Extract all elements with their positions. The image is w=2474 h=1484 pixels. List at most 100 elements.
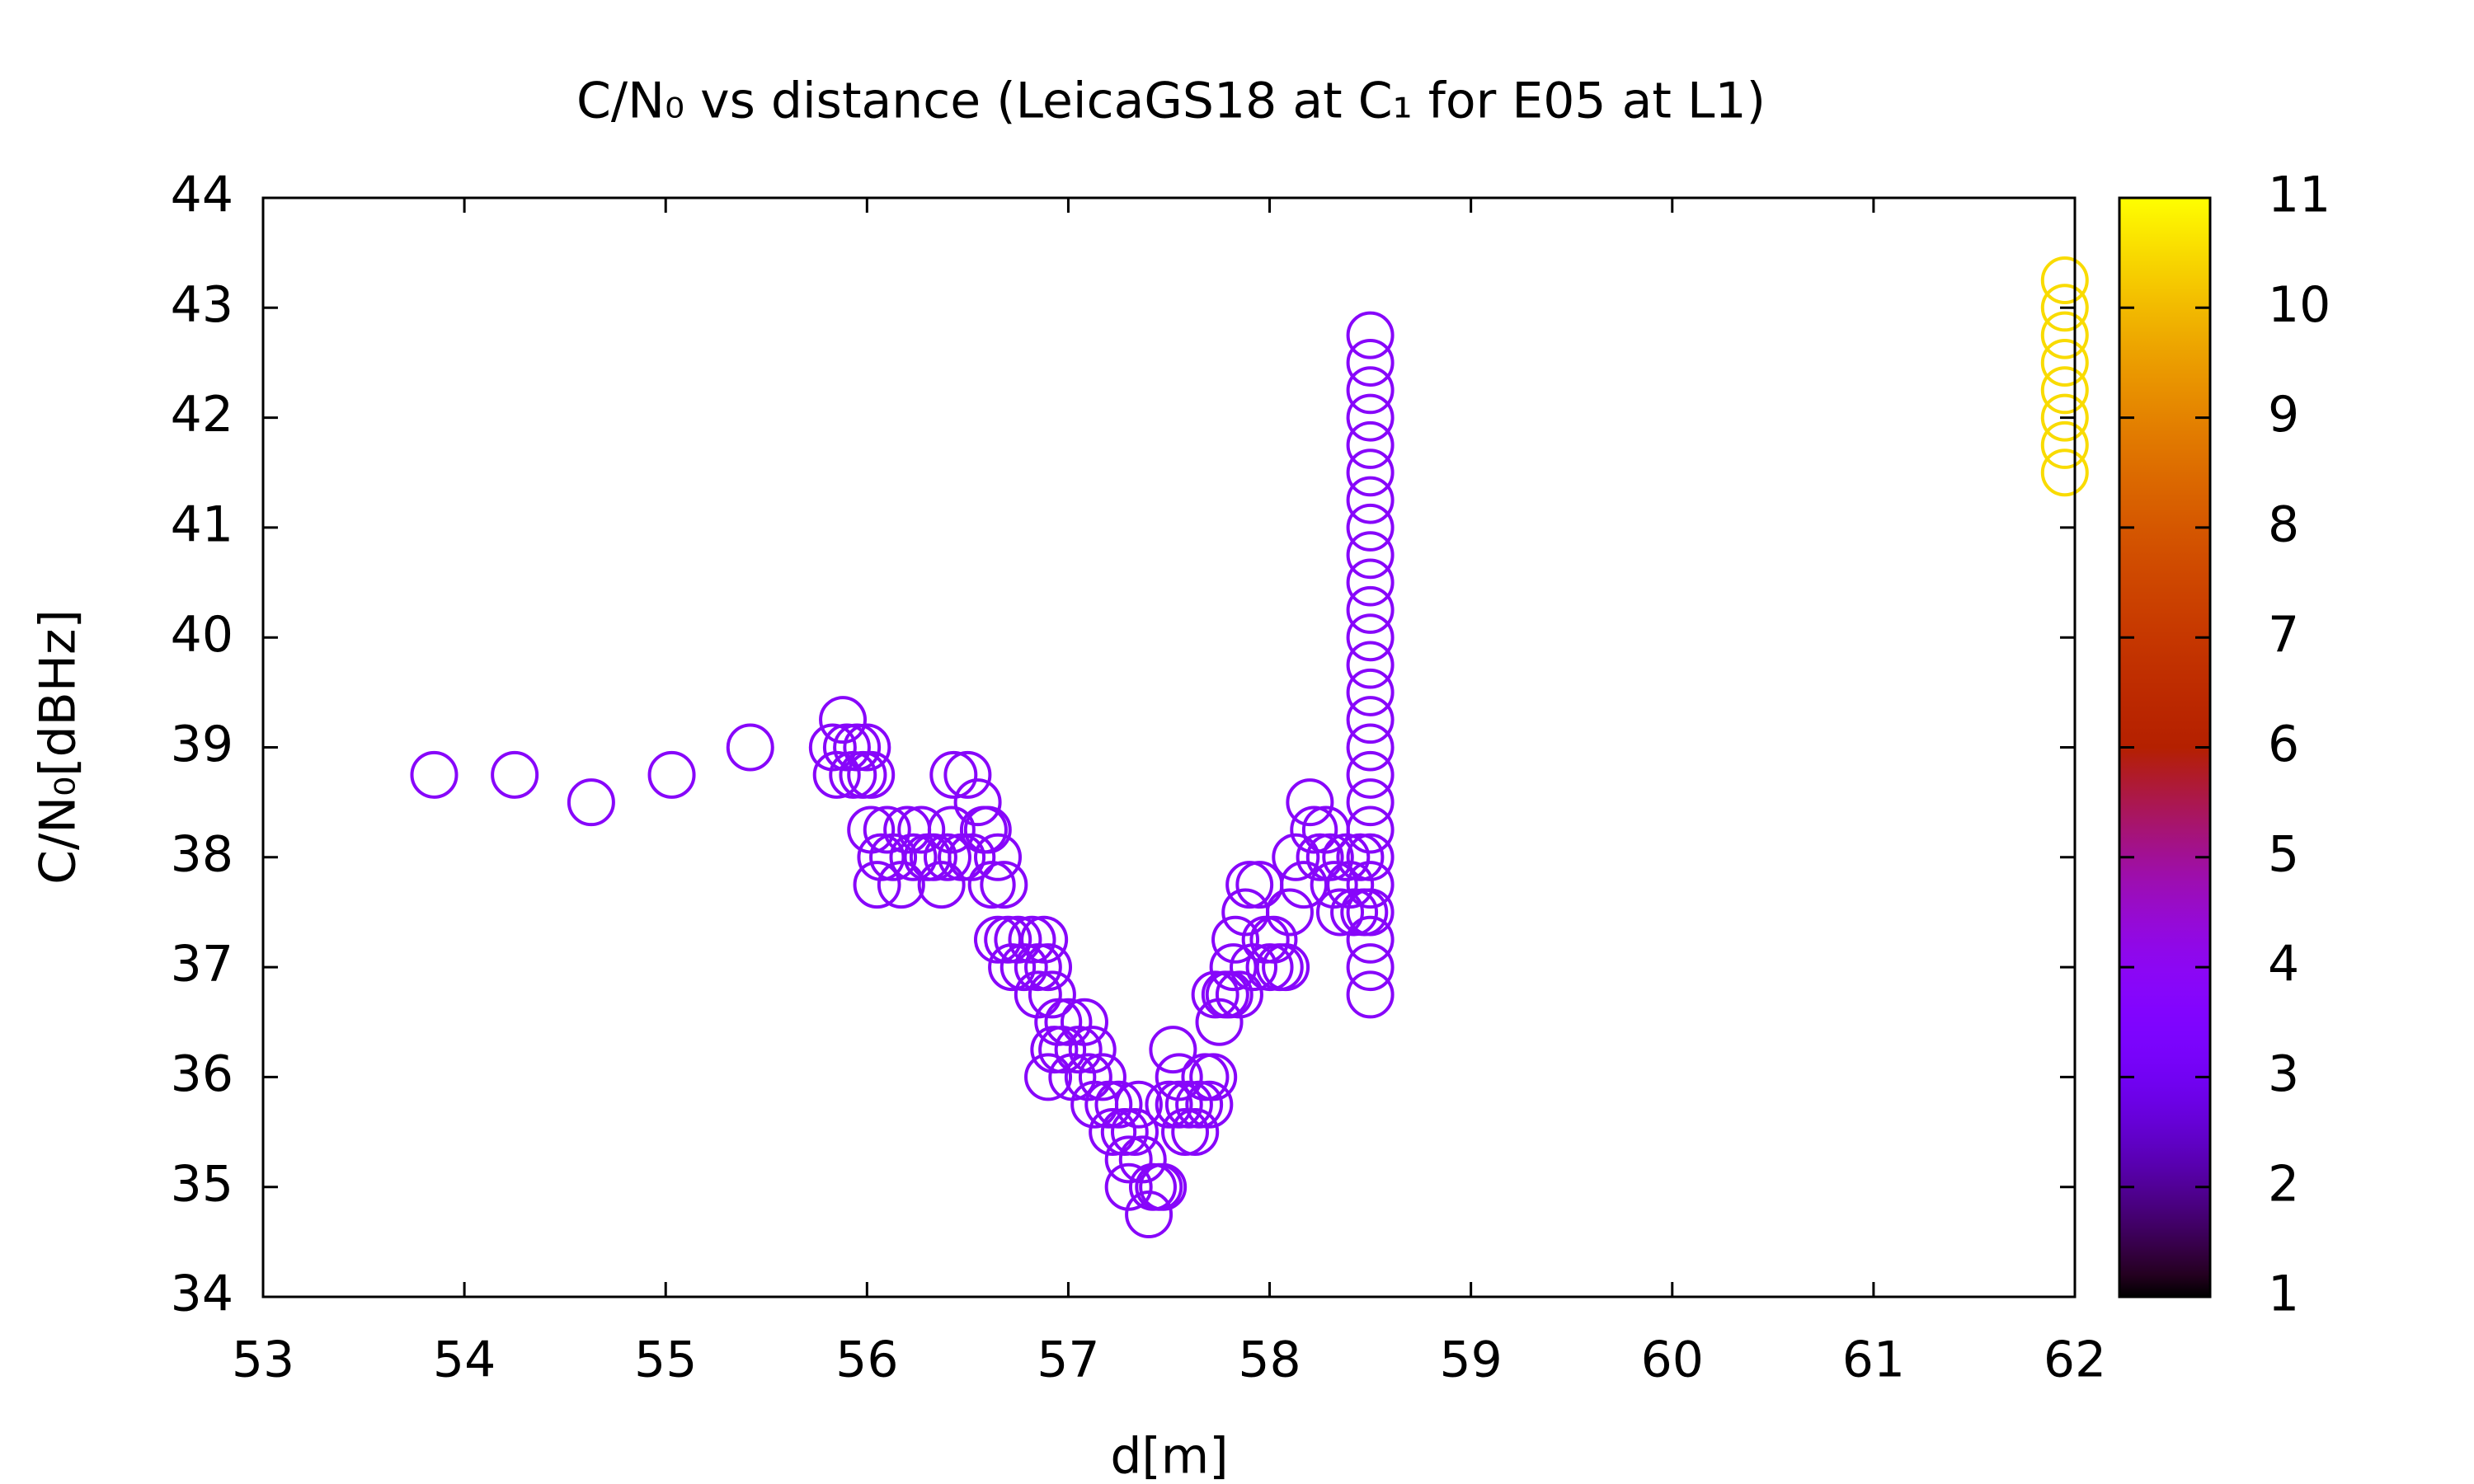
point [1272, 833, 1320, 881]
point [1290, 805, 1338, 854]
x-tick-label: 55 [634, 1331, 697, 1389]
point [1149, 1026, 1197, 1074]
point [847, 750, 896, 799]
point [1191, 970, 1239, 1019]
point [2040, 393, 2089, 442]
point [726, 723, 774, 772]
point [1175, 1080, 1224, 1129]
point [2040, 338, 2089, 387]
point [1346, 668, 1395, 716]
point [1089, 1108, 1137, 1157]
y-tick-label: 34 [171, 1266, 233, 1323]
y-tick-label: 44 [171, 167, 233, 224]
point [974, 915, 1023, 964]
point [923, 833, 971, 881]
point [1346, 915, 1395, 964]
point [1296, 833, 1344, 881]
point [1346, 338, 1395, 387]
point [980, 861, 1028, 909]
point [1346, 366, 1395, 415]
x-tick-label: 57 [1037, 1331, 1099, 1389]
point [1346, 420, 1395, 469]
point [853, 861, 901, 909]
y-tick-label: 38 [171, 825, 233, 883]
point [2040, 256, 2089, 304]
point [1286, 778, 1334, 827]
point [491, 750, 539, 799]
point [1346, 723, 1395, 772]
point [1114, 1080, 1163, 1129]
point [1111, 1108, 1159, 1157]
point [2040, 448, 2089, 497]
plot-frame [261, 196, 2077, 1298]
x-tick-label: 62 [2044, 1331, 2106, 1389]
point [2040, 311, 2089, 359]
point [943, 750, 992, 799]
colorbar-tick-label: 7 [2268, 606, 2299, 664]
colorbar-tick-label: 4 [2268, 936, 2299, 993]
point [897, 805, 946, 854]
point [1245, 943, 1294, 992]
point [1346, 696, 1395, 744]
point [953, 778, 1002, 827]
point [1346, 476, 1395, 524]
point [1225, 861, 1274, 909]
chart-title: C/N₀ vs distance (LeicaGS18 at C₁ for E0… [576, 73, 1766, 130]
point [822, 723, 871, 772]
point [1104, 1135, 1153, 1184]
x-tick-label: 60 [1641, 1331, 1704, 1389]
point [1171, 1108, 1220, 1157]
point [1094, 1080, 1143, 1129]
y-axis-label: C/N₀[dBHz] [30, 609, 87, 885]
point [1346, 970, 1395, 1019]
point [1044, 998, 1093, 1046]
point [1189, 1053, 1238, 1101]
colorbar-tick-label: 6 [2268, 716, 2299, 773]
point [1054, 1026, 1103, 1074]
colorbar-tick-label: 11 [2268, 167, 2331, 224]
colorbar-tick-label: 8 [2268, 495, 2299, 553]
point [843, 723, 891, 772]
y-tick-label: 42 [171, 386, 233, 444]
point [1346, 448, 1395, 497]
point [1322, 833, 1371, 881]
point [929, 750, 978, 799]
point [1346, 393, 1395, 442]
point [1125, 1190, 1174, 1239]
point [1139, 1162, 1188, 1211]
point [1205, 970, 1253, 1019]
y-tick-label: 40 [171, 606, 233, 664]
point [1145, 1080, 1193, 1129]
point [1346, 558, 1395, 607]
point [1346, 531, 1395, 580]
x-axis-label: d[m] [1110, 1428, 1228, 1484]
point [1346, 641, 1395, 689]
point [909, 833, 957, 881]
point [1084, 1080, 1133, 1129]
point [1215, 970, 1263, 1019]
point [1346, 585, 1395, 634]
y-tick-label: 39 [171, 716, 233, 773]
point [1262, 943, 1310, 992]
point [1346, 503, 1395, 552]
point [2040, 420, 2089, 469]
point [1330, 888, 1379, 937]
y-tick-label: 35 [171, 1155, 233, 1213]
colorbar-tick-label: 2 [2268, 1155, 2299, 1213]
point [1336, 833, 1385, 881]
point [974, 833, 1023, 881]
point [1346, 778, 1395, 827]
x-tick-label: 58 [1238, 1331, 1300, 1389]
point [1060, 998, 1108, 1046]
point [1020, 915, 1069, 964]
point [1265, 888, 1314, 937]
point [984, 915, 1032, 964]
point [869, 833, 918, 881]
y-tick-label: 43 [171, 276, 233, 334]
point [1008, 915, 1056, 964]
point [1315, 888, 1364, 937]
point [1346, 943, 1395, 992]
point [410, 750, 459, 799]
point [567, 778, 615, 827]
